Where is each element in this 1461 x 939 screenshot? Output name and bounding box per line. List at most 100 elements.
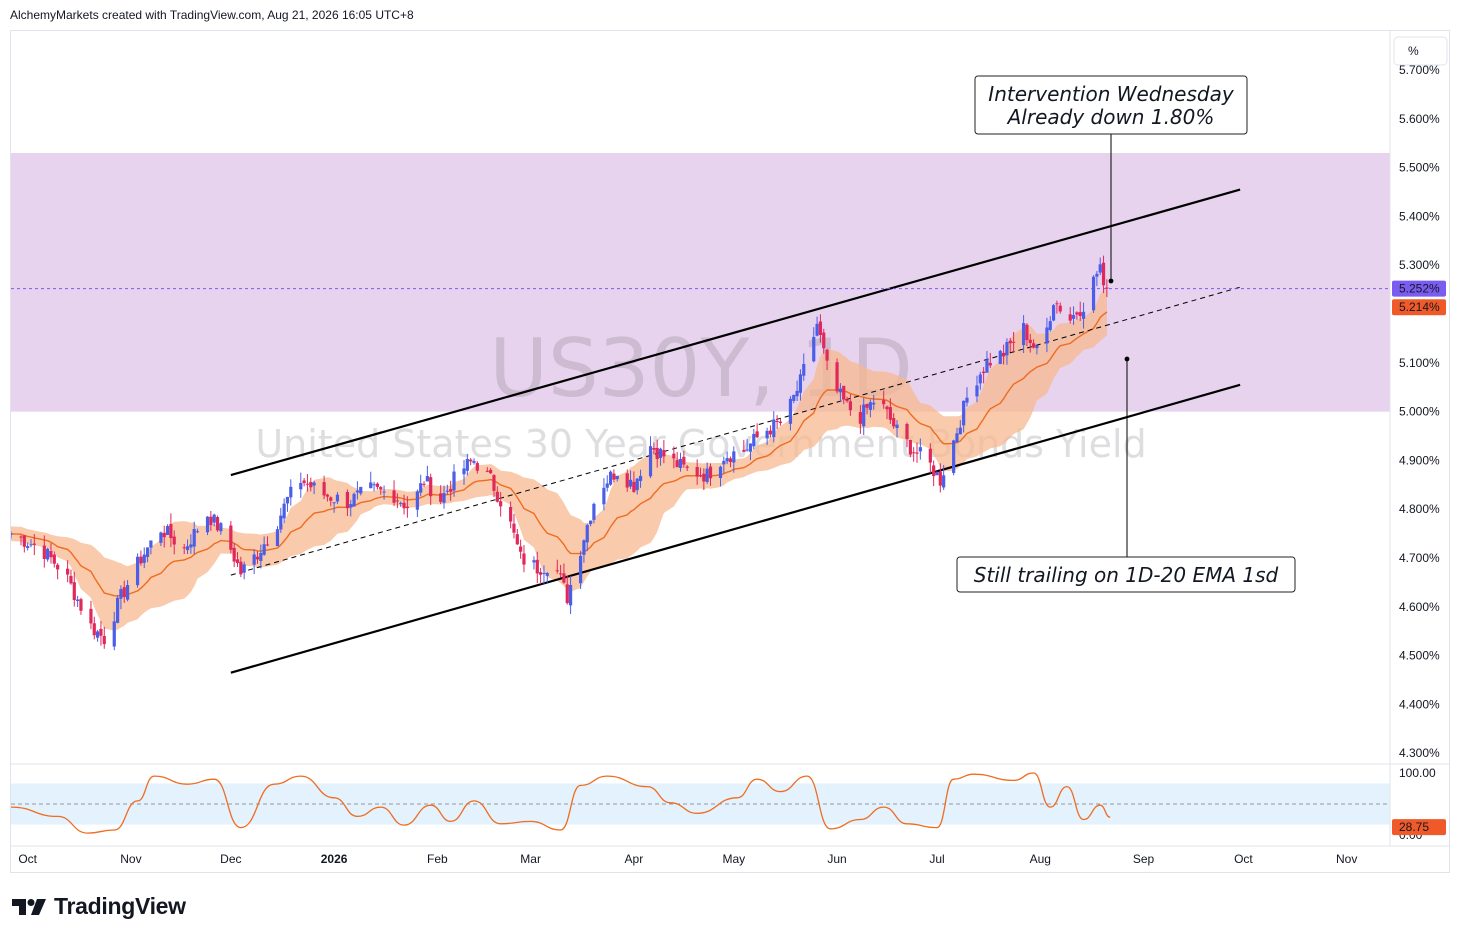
- candle-body: [102, 636, 106, 645]
- price-chart[interactable]: US30Y, 1D United States 30 Year Governme…: [11, 31, 1449, 872]
- candle-body: [605, 483, 609, 488]
- candle: [395, 493, 399, 509]
- candle-body: [568, 584, 573, 606]
- candle: [172, 530, 176, 555]
- candle: [625, 469, 629, 492]
- candle-body: [985, 360, 989, 373]
- candle: [755, 423, 759, 439]
- candle-body: [842, 385, 846, 400]
- candle-body: [99, 628, 103, 636]
- candle-body: [582, 540, 586, 555]
- candle: [532, 556, 536, 570]
- candle-body: [938, 471, 942, 486]
- candle: [982, 367, 986, 384]
- candle: [1028, 333, 1032, 353]
- candle: [162, 525, 166, 548]
- candle: [918, 438, 922, 460]
- candle-body: [882, 400, 886, 405]
- candle: [335, 491, 340, 505]
- candle-body: [718, 466, 723, 479]
- candle-body: [515, 534, 519, 545]
- tradingview-logo[interactable]: TradingView: [12, 893, 186, 920]
- candle: [652, 442, 656, 455]
- candle-body: [765, 430, 769, 439]
- candle: [32, 534, 36, 556]
- candle-body: [588, 520, 593, 525]
- candle-body: [352, 493, 356, 507]
- last-price-tag: 5.252%: [1392, 280, 1446, 297]
- candle-body: [259, 552, 263, 561]
- candle: [265, 536, 270, 547]
- candle-body: [822, 332, 826, 349]
- candle-body: [835, 362, 839, 392]
- candle-body: [932, 465, 936, 477]
- channel-midline: [230, 286, 1241, 576]
- time-tick-label: Nov: [1336, 852, 1357, 866]
- candle: [372, 481, 376, 492]
- candle: [702, 468, 706, 491]
- candle: [1005, 338, 1009, 365]
- candle-body: [182, 547, 186, 549]
- candle-body: [399, 502, 403, 504]
- annotation-line-1: Intervention Wednesday: [988, 82, 1235, 106]
- candle-body: [42, 545, 46, 559]
- currency-button[interactable]: [1393, 36, 1448, 66]
- candle-body: [848, 401, 852, 411]
- candle: [1058, 302, 1062, 314]
- candle-body: [675, 460, 679, 468]
- candle: [515, 528, 519, 546]
- candle: [429, 473, 433, 506]
- candle: [232, 542, 236, 568]
- ema-20-line: [11, 311, 1108, 597]
- candle: [182, 543, 186, 555]
- candle-body: [1051, 305, 1056, 321]
- time-axis[interactable]: Oct Nov Dec 2026 Feb Mar Apr May Jun Jul Aug Sep Oct…: [11, 845, 1449, 866]
- candle-body: [1008, 340, 1012, 344]
- candle-body: [555, 570, 559, 572]
- candle: [405, 496, 409, 518]
- candle: [1021, 315, 1026, 354]
- candle: [1002, 344, 1006, 365]
- candle: [239, 556, 243, 578]
- candle-body: [905, 423, 909, 440]
- candle-body: [988, 362, 992, 366]
- candle-body: [865, 403, 869, 408]
- candle: [705, 462, 709, 484]
- candle-body: [1031, 343, 1036, 348]
- candle-body: [788, 398, 793, 424]
- candle-body: [1025, 324, 1029, 341]
- candle-body: [1071, 315, 1076, 319]
- candle: [469, 458, 473, 466]
- candle-body: [289, 486, 293, 498]
- time-tick-label: Oct: [1234, 852, 1253, 866]
- chart-frame[interactable]: US30Y, 1D United States 30 Year Governme…: [10, 30, 1450, 873]
- candle: [935, 471, 939, 476]
- candle-body: [395, 500, 399, 502]
- time-tick-label: Sep: [1133, 852, 1155, 866]
- candle: [215, 515, 220, 532]
- candle: [1078, 301, 1082, 321]
- price-tick-label: 5.600%: [1399, 112, 1440, 126]
- candle: [495, 486, 499, 503]
- candle-body: [119, 589, 123, 599]
- candle-body: [169, 524, 173, 539]
- candle-body: [159, 532, 163, 543]
- candle-body: [868, 402, 872, 410]
- price-axis[interactable]: % 5.700% 5.600% 5.500% 5.400% 5.300% 5.100% 5.…: [1389, 31, 1448, 846]
- candle: [802, 353, 806, 381]
- candle: [608, 470, 613, 486]
- candle: [139, 550, 143, 566]
- candle: [165, 524, 170, 536]
- candle-body: [562, 573, 566, 583]
- candle: [449, 480, 453, 501]
- candle-body: [465, 458, 469, 471]
- candle: [359, 486, 363, 496]
- candle: [1071, 306, 1076, 325]
- candle-body: [442, 493, 446, 503]
- candle-body: [212, 514, 216, 523]
- time-tick-label: Feb: [427, 852, 448, 866]
- candle-body: [862, 404, 866, 427]
- channel-layer[interactable]: [11, 188, 1390, 674]
- candle: [655, 439, 659, 468]
